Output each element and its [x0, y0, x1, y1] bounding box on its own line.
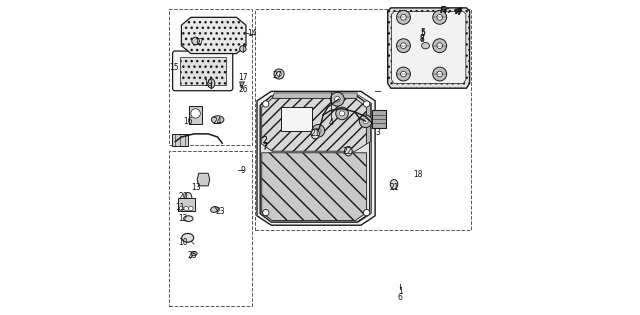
Text: 14: 14	[248, 29, 257, 37]
Circle shape	[437, 14, 442, 20]
Ellipse shape	[184, 216, 193, 221]
Text: Fr.: Fr.	[440, 6, 452, 14]
Text: 13: 13	[191, 183, 200, 192]
Text: 12: 12	[178, 215, 188, 223]
Circle shape	[179, 206, 184, 211]
Text: 3: 3	[376, 128, 381, 137]
Circle shape	[192, 37, 199, 45]
Ellipse shape	[185, 192, 192, 201]
Circle shape	[363, 119, 368, 124]
Ellipse shape	[211, 116, 224, 124]
Circle shape	[433, 10, 447, 24]
Ellipse shape	[311, 129, 319, 139]
Ellipse shape	[344, 146, 352, 156]
Text: 15: 15	[169, 63, 179, 72]
Ellipse shape	[208, 79, 215, 88]
Polygon shape	[262, 98, 367, 151]
Bar	[169, 151, 252, 306]
Circle shape	[262, 209, 269, 216]
Circle shape	[433, 67, 447, 81]
Polygon shape	[388, 8, 470, 88]
Text: 24: 24	[213, 117, 223, 126]
Bar	[172, 134, 188, 146]
Bar	[178, 198, 195, 211]
Circle shape	[360, 115, 372, 128]
Text: 8: 8	[420, 34, 425, 43]
Circle shape	[364, 101, 370, 107]
Ellipse shape	[191, 251, 197, 256]
Polygon shape	[367, 103, 371, 144]
Bar	[189, 106, 202, 124]
Text: 8: 8	[420, 35, 425, 44]
Polygon shape	[392, 12, 466, 83]
Polygon shape	[181, 17, 246, 54]
Text: 18: 18	[413, 170, 422, 179]
Circle shape	[335, 96, 340, 102]
Text: 22: 22	[342, 147, 351, 156]
Text: 19: 19	[204, 79, 213, 88]
Text: 17: 17	[194, 38, 204, 47]
Text: 7: 7	[262, 143, 268, 152]
Polygon shape	[180, 57, 225, 85]
Bar	[169, 9, 252, 145]
Text: 2: 2	[262, 136, 268, 145]
Circle shape	[437, 71, 442, 77]
Circle shape	[277, 72, 281, 76]
Circle shape	[401, 14, 406, 20]
Bar	[372, 110, 386, 128]
Circle shape	[336, 107, 348, 120]
Text: 10: 10	[178, 238, 188, 247]
Circle shape	[191, 109, 200, 118]
Text: 11: 11	[175, 203, 184, 212]
Text: 9: 9	[241, 166, 245, 175]
Text: 17: 17	[238, 73, 248, 82]
Text: 5: 5	[420, 28, 425, 37]
Ellipse shape	[182, 233, 194, 242]
Text: 2: 2	[262, 136, 268, 145]
Circle shape	[340, 111, 344, 116]
Polygon shape	[262, 153, 367, 220]
Circle shape	[397, 10, 410, 24]
Ellipse shape	[211, 207, 218, 212]
Circle shape	[433, 39, 447, 53]
Polygon shape	[197, 173, 210, 186]
Text: 21: 21	[389, 183, 399, 192]
Polygon shape	[257, 91, 375, 225]
Circle shape	[330, 92, 344, 106]
Text: 20: 20	[178, 192, 188, 201]
Circle shape	[239, 46, 246, 52]
Circle shape	[437, 43, 442, 49]
Ellipse shape	[422, 43, 429, 49]
Bar	[280, 107, 312, 131]
Circle shape	[401, 43, 406, 49]
Bar	[255, 9, 471, 230]
Text: 6: 6	[398, 293, 403, 302]
Circle shape	[364, 209, 370, 216]
Circle shape	[274, 69, 284, 79]
Ellipse shape	[390, 180, 398, 189]
Circle shape	[401, 71, 406, 77]
Circle shape	[397, 67, 410, 81]
Polygon shape	[272, 93, 357, 98]
Polygon shape	[260, 96, 370, 222]
Text: 23: 23	[216, 207, 225, 215]
Text: 25: 25	[188, 251, 197, 260]
Text: 7: 7	[262, 142, 268, 151]
Text: 16: 16	[183, 117, 193, 126]
Circle shape	[262, 101, 269, 107]
Text: 5: 5	[420, 29, 425, 37]
Circle shape	[184, 206, 188, 211]
Circle shape	[189, 206, 193, 211]
Circle shape	[316, 128, 321, 133]
Text: 27: 27	[273, 71, 282, 80]
Text: 26: 26	[238, 85, 248, 94]
Text: 21: 21	[310, 129, 320, 138]
Circle shape	[397, 39, 410, 53]
Text: 1: 1	[398, 287, 403, 296]
Polygon shape	[239, 82, 244, 88]
Circle shape	[312, 124, 324, 137]
Text: 4: 4	[328, 118, 333, 127]
FancyBboxPatch shape	[173, 51, 233, 91]
